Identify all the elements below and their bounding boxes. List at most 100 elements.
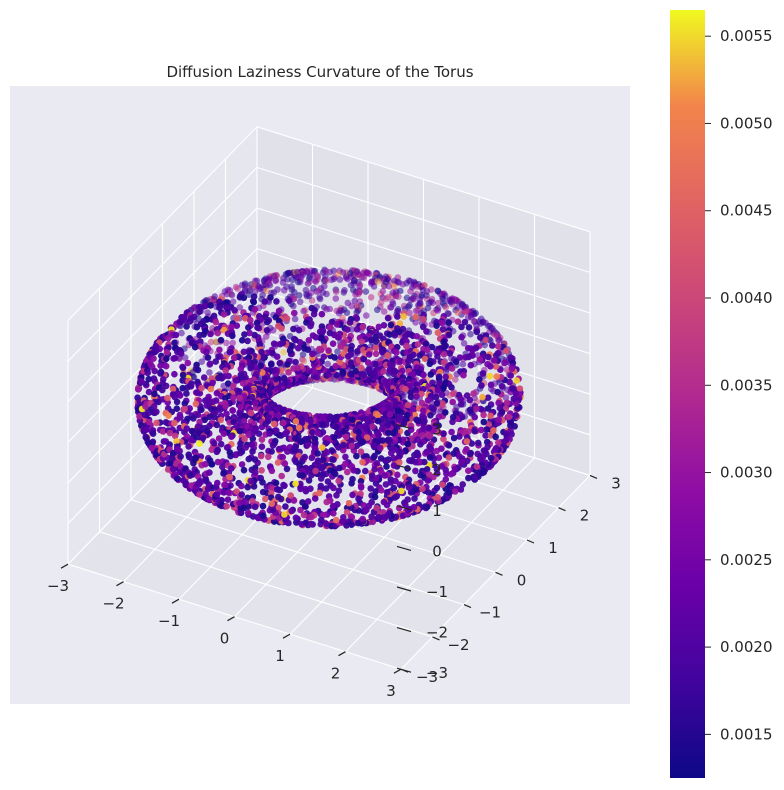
scatter-point (268, 448, 275, 455)
scatter-point (278, 325, 285, 332)
scatter-point (279, 407, 286, 415)
scatter-point (171, 432, 179, 440)
scatter-point (223, 503, 230, 510)
scatter-point (224, 496, 232, 504)
scatter-point (410, 406, 417, 414)
scatter-point (224, 380, 232, 387)
scatter-point (263, 327, 271, 334)
scatter-point (307, 417, 314, 425)
scatter-point (230, 394, 237, 401)
scatter-point (501, 359, 508, 367)
scatter-point (394, 313, 401, 320)
scatter-point (384, 511, 392, 519)
scatter-point (431, 426, 438, 433)
scatter-point (323, 434, 331, 442)
scatter-point (405, 484, 413, 491)
scatter-point (145, 418, 153, 426)
scatter-point (380, 368, 387, 375)
scatter-point (374, 306, 381, 314)
scatter-point (302, 519, 310, 526)
scatter-point (341, 418, 349, 426)
scatter-point (247, 477, 254, 485)
scatter-point (149, 430, 157, 438)
scatter-point (196, 331, 203, 339)
scatter-point (233, 422, 241, 429)
scatter-point (340, 441, 347, 449)
scatter-point (215, 353, 222, 361)
scatter-point (358, 338, 366, 346)
scatter-point (269, 442, 277, 449)
scatter-point (291, 335, 298, 343)
scatter-point (207, 385, 215, 393)
scatter-point (222, 402, 229, 410)
scatter-point (473, 328, 481, 336)
scatter-point (391, 446, 398, 453)
scatter-point (416, 352, 424, 359)
scatter-point (445, 442, 453, 449)
scatter-point (419, 485, 426, 493)
scatter-point (359, 515, 367, 523)
scatter-point (334, 348, 341, 355)
scatter-point (367, 294, 375, 301)
scatter-point (393, 349, 400, 356)
scatter-point (213, 421, 221, 429)
scatter-point (396, 459, 403, 466)
scatter-point (404, 496, 412, 503)
scatter-point (372, 350, 380, 358)
scatter-point (450, 434, 458, 442)
scatter-point (314, 450, 322, 457)
scatter-point (438, 319, 446, 327)
scatter-point (238, 337, 246, 344)
y-tick-label: 3 (611, 474, 621, 492)
scatter-point (301, 453, 309, 461)
scatter-point (268, 361, 275, 368)
scatter-point (238, 491, 245, 498)
scatter-point (168, 454, 176, 462)
scatter-point (256, 341, 264, 348)
scatter-point (430, 405, 438, 413)
scatter-point (259, 291, 266, 299)
scatter-point (215, 374, 222, 382)
scatter-point (296, 298, 304, 306)
scatter-point (152, 342, 160, 350)
scatter-point (252, 399, 259, 407)
scatter-point (413, 333, 421, 340)
chart-title: Diffusion Laziness Curvature of the Toru… (166, 63, 473, 81)
scatter-point (145, 375, 152, 383)
scatter-point (281, 511, 288, 518)
scatter-point (275, 412, 282, 420)
scatter-point (292, 358, 299, 366)
scatter-point (400, 313, 407, 320)
scatter-point (291, 446, 298, 454)
scatter-point (377, 298, 385, 306)
scatter-point (240, 294, 248, 302)
scatter-point (240, 466, 248, 474)
scatter-point (495, 416, 502, 424)
scatter-point (404, 411, 411, 419)
scatter-point (244, 483, 251, 491)
scatter-point (396, 414, 404, 421)
scatter-point (341, 287, 348, 294)
scatter-point (426, 432, 434, 440)
scatter-point (233, 315, 241, 322)
scatter-point (312, 439, 319, 447)
scatter-point (439, 481, 446, 489)
scatter-point (350, 467, 358, 474)
scatter-point (251, 306, 259, 313)
scatter-point (144, 369, 151, 377)
scatter-point (487, 363, 494, 370)
scatter-point (295, 326, 303, 334)
scatter-point (166, 429, 174, 437)
scatter-point (223, 444, 231, 451)
scatter-point (143, 435, 150, 442)
scatter-point (362, 467, 369, 475)
scatter-point (389, 361, 396, 369)
colorbar: 0.0015 0.0020 0.0025 0.0030 0.0035 0.0040 0.00… (670, 10, 773, 778)
scatter-point (307, 322, 314, 330)
scatter-point (319, 463, 326, 471)
scatter-point (412, 313, 419, 321)
scatter-point (245, 431, 252, 439)
y-tick-mark (495, 571, 503, 576)
scatter-point (273, 298, 280, 305)
scatter-point (297, 506, 304, 514)
